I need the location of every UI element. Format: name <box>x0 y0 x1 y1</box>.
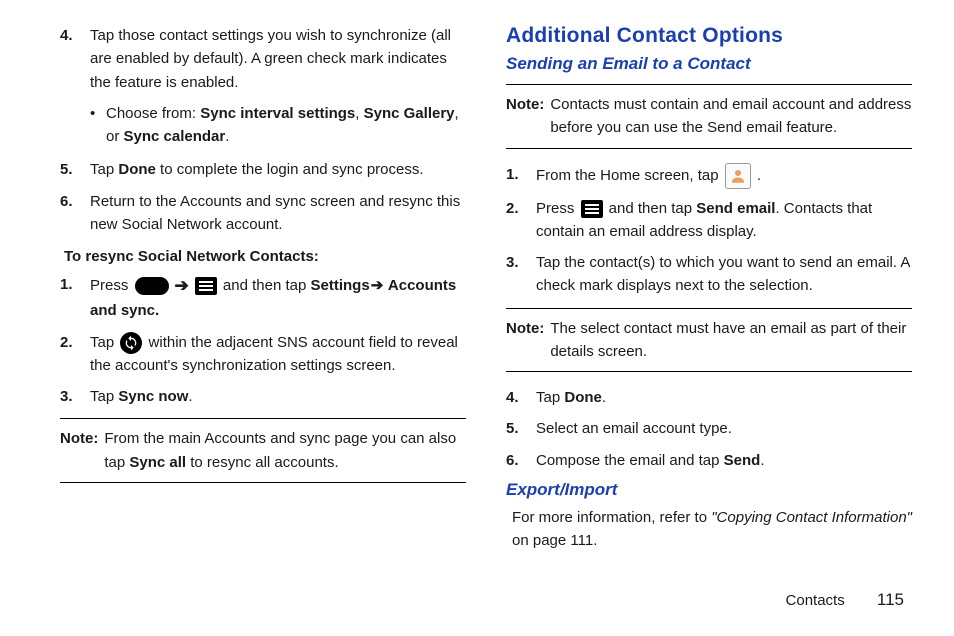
t: on page 111. <box>512 532 597 549</box>
done-label: Done <box>564 389 602 406</box>
t: and then tap <box>219 277 311 294</box>
arrow-icon: ➔ <box>175 276 189 295</box>
sync-now-label: Sync now <box>118 388 188 405</box>
sync-icon <box>120 332 142 354</box>
step-text: Tap Done. <box>536 386 912 409</box>
t: Tap <box>90 334 118 351</box>
bullet-sep: , <box>355 105 363 122</box>
section-heading: Additional Contact Options <box>506 24 912 48</box>
menu-key-icon <box>581 200 603 218</box>
page-body: 4. Tap those contact settings you wish t… <box>0 0 954 552</box>
step-5: 5. Tap Done to complete the login and sy… <box>60 158 466 181</box>
step-text: Press and then tap Send email. Contacts … <box>536 197 912 244</box>
step-text: Tap the contact(s) to which you want to … <box>536 251 912 298</box>
send-email-label: Send email <box>696 200 775 217</box>
note-label: Note: <box>60 427 98 474</box>
email-step-6: 6. Compose the email and tap Send. <box>506 449 912 472</box>
step-number: 2. <box>506 197 536 244</box>
step-4: 4. Tap those contact settings you wish t… <box>60 24 466 94</box>
resync-step-3: 3. Tap Sync now. <box>60 385 466 408</box>
note-sync-all: Note: From the main Accounts and sync pa… <box>60 418 466 483</box>
note-body: Contacts must contain and email account … <box>548 93 912 140</box>
t: From the Home screen, tap <box>536 166 723 183</box>
footer-section: Contacts <box>786 592 845 609</box>
step-number: 1. <box>60 273 90 323</box>
step-text: Tap those contact settings you wish to s… <box>90 24 466 94</box>
xref-title: "Copying Contact Information" <box>711 509 912 526</box>
arrow-icon: ➔ <box>371 277 384 294</box>
send-label: Send <box>724 452 761 469</box>
email-step-1: 1. From the Home screen, tap . <box>506 163 912 189</box>
step-text: From the Home screen, tap . <box>536 163 912 189</box>
step-4-bullet: • Choose from: Sync interval settings, S… <box>90 102 466 149</box>
step-number: 5. <box>506 417 536 440</box>
step-number: 3. <box>60 385 90 408</box>
sync-all-label: Sync all <box>129 454 186 471</box>
email-step-4: 4. Tap Done. <box>506 386 912 409</box>
t: and then tap <box>605 200 697 217</box>
email-step-5: 5. Select an email account type. <box>506 417 912 440</box>
step-number: 1. <box>506 163 536 189</box>
note-body: The select contact must have an email as… <box>548 317 912 364</box>
bullet-text: Choose from: Sync interval settings, Syn… <box>106 102 466 149</box>
note-label: Note: <box>506 93 544 140</box>
t: within the adjacent SNS account field to… <box>90 334 458 374</box>
step-text: Press ➔ and then tap Settings➔ Accounts … <box>90 273 466 323</box>
step-number: 5. <box>60 158 90 181</box>
step-text: Compose the email and tap Send. <box>536 449 912 472</box>
step-number: 6. <box>60 190 90 237</box>
menu-key-icon <box>195 277 217 295</box>
t: For more information, refer to <box>512 509 711 526</box>
step-number: 4. <box>506 386 536 409</box>
resync-step-2: 2. Tap within the adjacent SNS account f… <box>60 331 466 378</box>
resync-step-1: 1. Press ➔ and then tap Settings➔ Accoun… <box>60 273 466 323</box>
email-step-3: 3. Tap the contact(s) to which you want … <box>506 251 912 298</box>
t: Press <box>536 200 579 217</box>
right-column: Additional Contact Options Sending an Em… <box>506 24 912 552</box>
bullet-opt1: Sync interval settings <box>200 105 355 122</box>
subsection-heading-export: Export/Import <box>506 480 912 500</box>
left-column: 4. Tap those contact settings you wish t… <box>42 24 466 552</box>
step-text: Tap within the adjacent SNS account fiel… <box>90 331 466 378</box>
t: Press <box>90 277 133 294</box>
step-number: 3. <box>506 251 536 298</box>
note-body: From the main Accounts and sync page you… <box>102 427 466 474</box>
note-contact-email: Note: The select contact must have an em… <box>506 308 912 373</box>
step-text: Select an email account type. <box>536 417 912 440</box>
t: . <box>760 452 764 469</box>
page-footer: Contacts 115 <box>786 590 904 610</box>
bullet-prefix: Choose from: <box>106 105 200 122</box>
step-text: Tap Sync now. <box>90 385 466 408</box>
bullet-end: . <box>225 128 229 145</box>
contacts-app-icon <box>725 163 751 189</box>
t: to resync all accounts. <box>186 454 339 471</box>
t: . <box>753 166 761 183</box>
subsection-heading: Sending an Email to a Contact <box>506 54 912 74</box>
t: . <box>602 389 606 406</box>
bullet-marker: • <box>90 102 106 149</box>
step-text: Tap Done to complete the login and sync … <box>90 158 466 181</box>
t: Compose the email and tap <box>536 452 724 469</box>
email-step-2: 2. Press and then tap Send email. Contac… <box>506 197 912 244</box>
t: Tap <box>90 388 118 405</box>
t: . <box>188 388 192 405</box>
t: Tap <box>536 389 564 406</box>
t: to complete the login and sync process. <box>156 161 424 178</box>
resync-heading: To resync Social Network Contacts: <box>64 248 466 265</box>
step-text: Return to the Accounts and sync screen a… <box>90 190 466 237</box>
t: Tap <box>90 161 118 178</box>
step-number: 4. <box>60 24 90 94</box>
done-label: Done <box>118 161 156 178</box>
bullet-opt2: Sync Gallery <box>364 105 455 122</box>
step-number: 6. <box>506 449 536 472</box>
settings-label: Settings <box>311 277 370 294</box>
footer-page-number: 115 <box>877 590 904 609</box>
bullet-opt3: Sync calendar <box>124 128 226 145</box>
step-6: 6. Return to the Accounts and sync scree… <box>60 190 466 237</box>
note-email-required: Note: Contacts must contain and email ac… <box>506 84 912 149</box>
step-number: 2. <box>60 331 90 378</box>
note-label: Note: <box>506 317 544 364</box>
home-key-icon <box>135 277 169 295</box>
xref-paragraph: For more information, refer to "Copying … <box>506 506 912 553</box>
